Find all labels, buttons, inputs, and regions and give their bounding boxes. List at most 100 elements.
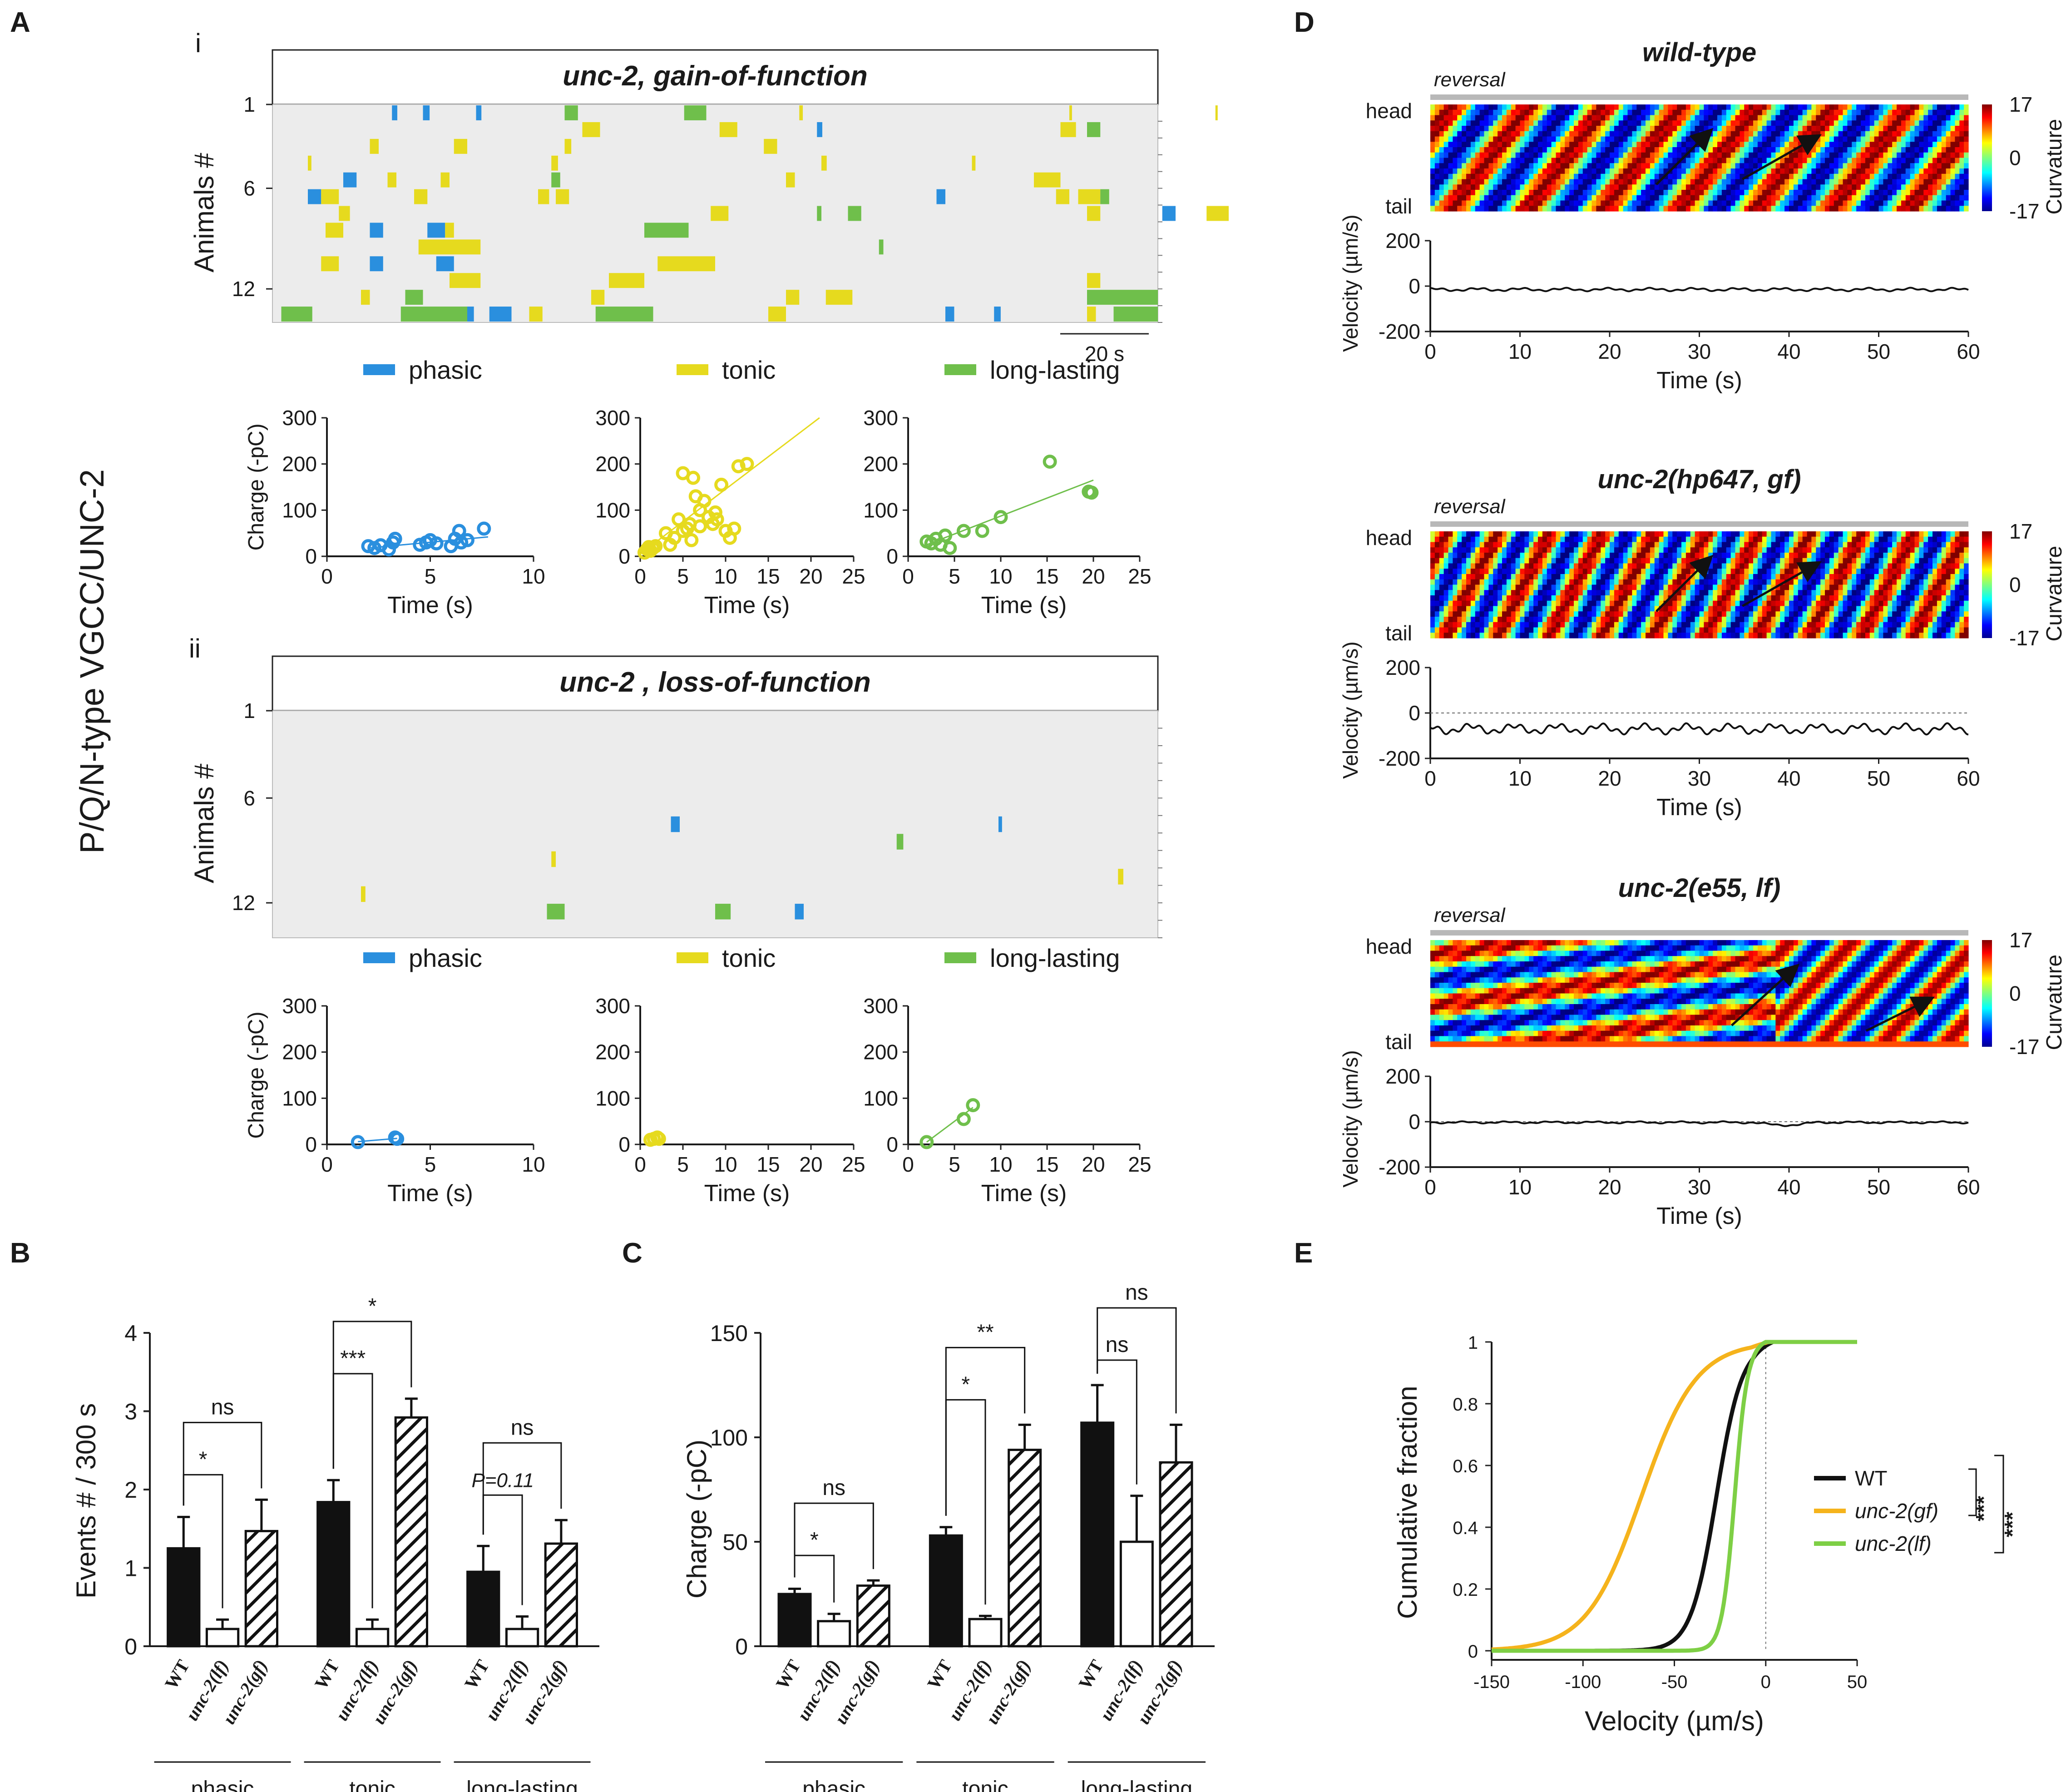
heatmap-cell [1852,190,1857,196]
heatmap-cell [1807,611,1812,617]
heatmap-cell [1847,600,1852,607]
heatmap-cell [1811,633,1816,639]
heatmap-cell [1601,558,1606,564]
heatmap-cell [1457,574,1462,580]
heatmap-cell [1457,617,1462,623]
heatmap-cell [1462,569,1467,574]
data-point [460,533,474,547]
heatmap-cell [1623,617,1628,623]
heatmap-cell [1587,611,1592,617]
heatmap-cell [1838,120,1844,126]
heatmap-cell [1659,547,1664,553]
raster-event-long [405,290,423,305]
heatmap-cell [1466,606,1471,612]
heatmap-cell [1498,569,1503,574]
heatmap-cell [1560,606,1565,612]
heatmap-cell [1771,190,1776,196]
heatmap-cell [1511,136,1516,142]
heatmap-cell [1654,190,1660,196]
heatmap-cell [1498,611,1503,617]
heatmap-cell [1434,179,1440,185]
heatmap-cell [1816,536,1821,543]
heatmap-cell [1488,617,1493,623]
heatmap-cell [1533,158,1538,163]
heatmap-cell [1542,152,1547,158]
heatmap-cell [1574,200,1579,206]
heatmap-cell [1578,579,1583,585]
heatmap-cell [1820,595,1825,601]
heatmap-cell [1663,195,1668,201]
heatmap-cell [1685,158,1691,163]
raster-event-tonic [529,307,543,322]
heatmap-cell [1892,163,1897,169]
heatmap-cell [1475,595,1480,601]
heatmap-cell [1888,579,1893,585]
data-point [938,528,953,543]
heatmap-cell [1618,553,1624,559]
heatmap-cell [1757,136,1763,142]
heatmap-cell [1668,142,1673,148]
heatmap-cell [1443,115,1449,121]
heatmap-cell [1847,584,1852,590]
heatmap-cell [1434,158,1440,163]
heatmap-cell [1529,184,1534,190]
heatmap-cell [1757,558,1763,564]
raster-ylabel: Animals # [189,153,219,272]
heatmap-cell [1726,590,1731,596]
heatmap-cell [1506,574,1512,580]
heatmap-cell [1757,104,1763,110]
heatmap-cell [1569,173,1574,180]
heatmap-cell [1847,553,1852,559]
heatmap-cell [1443,104,1449,110]
heatmap-cell [1627,579,1632,585]
heatmap-cell [1663,579,1668,585]
heatmap-cell [1789,179,1794,185]
data-point [477,521,491,536]
heatmap-cell [1878,579,1883,585]
raster-event-tonic [1206,206,1229,221]
heatmap-cell [1802,558,1808,564]
heatmap-cell [1775,584,1780,590]
heatmap-cell [1462,104,1467,110]
heatmap-cell [1766,600,1772,607]
heatmap-cell [1618,584,1624,590]
heatmap-cell [1708,622,1713,628]
heatmap-cell [1766,542,1772,548]
heatmap-cell [1569,120,1574,126]
heatmap-cell [1816,206,1821,212]
heatmap-cell [1610,190,1615,196]
heatmap-cell [1838,627,1844,633]
heatmap-cell [1601,579,1606,585]
heatmap-cell [1578,173,1583,180]
heatmap-cell [1780,584,1785,590]
heatmap-cell [1802,600,1808,607]
heatmap-cell [1453,120,1458,126]
heatmap-cell [1601,120,1606,126]
heatmap-cell [1726,633,1731,639]
heatmap-cell [1681,579,1686,585]
heatmap-cell [1493,574,1498,580]
heatmap-cell [1493,173,1498,180]
heatmap-cell [1869,190,1875,196]
heatmap-cell [1874,173,1879,180]
heatmap-cell [1479,595,1485,601]
heatmap-cell [1551,184,1557,190]
heatmap-cell [1699,606,1704,612]
heatmap-cell [1771,200,1776,206]
raster-event-phasic [343,172,357,188]
heatmap-cell [1771,142,1776,148]
heatmap-cell [1753,136,1758,142]
heatmap-cell [1946,109,1951,116]
bar-label: WT [161,1656,193,1693]
heatmap-cell [1502,115,1507,121]
heatmap-cell [1753,569,1758,574]
heatmap-cell [1816,574,1821,580]
heatmap-cell [1753,627,1758,633]
heatmap-cell [1677,195,1682,201]
heatmap-cell [1515,173,1521,180]
heatmap-cell [1717,152,1722,158]
heatmap-cell [1713,142,1718,148]
heatmap-cell [1646,574,1651,580]
heatmap-cell [1439,173,1444,180]
heatmap-cell [1735,109,1740,116]
